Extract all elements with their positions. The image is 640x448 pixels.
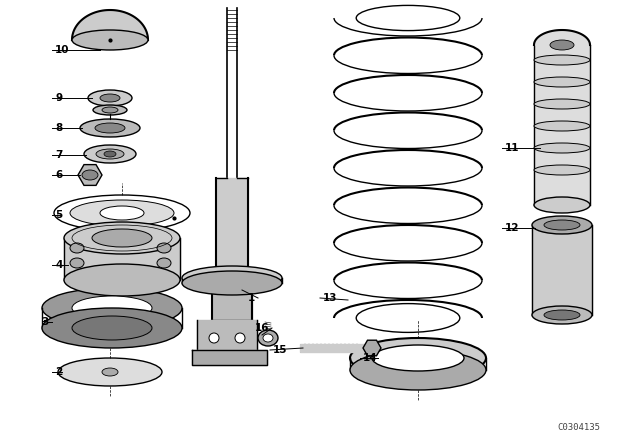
Ellipse shape [42, 288, 182, 328]
Ellipse shape [42, 308, 182, 348]
Ellipse shape [92, 229, 152, 247]
Ellipse shape [157, 243, 171, 253]
Ellipse shape [104, 151, 116, 157]
Text: 16: 16 [255, 323, 269, 333]
Ellipse shape [544, 310, 580, 320]
Ellipse shape [258, 330, 278, 346]
Polygon shape [72, 10, 148, 40]
Ellipse shape [157, 258, 171, 268]
Ellipse shape [84, 145, 136, 163]
Ellipse shape [534, 165, 590, 175]
Ellipse shape [350, 350, 486, 390]
Text: 15: 15 [273, 345, 287, 355]
Ellipse shape [544, 220, 580, 230]
Text: 9: 9 [55, 93, 62, 103]
Polygon shape [197, 320, 257, 355]
Ellipse shape [96, 149, 124, 159]
Ellipse shape [102, 107, 118, 113]
Ellipse shape [550, 40, 574, 50]
Ellipse shape [534, 99, 590, 109]
Ellipse shape [72, 30, 148, 50]
Text: 3: 3 [42, 317, 49, 327]
Ellipse shape [70, 200, 174, 226]
Text: 8: 8 [55, 123, 62, 133]
Text: 11: 11 [505, 143, 520, 153]
Ellipse shape [534, 77, 590, 87]
Ellipse shape [88, 90, 132, 106]
Ellipse shape [209, 333, 219, 343]
Ellipse shape [93, 105, 127, 115]
Ellipse shape [182, 271, 282, 295]
Ellipse shape [532, 306, 592, 324]
Polygon shape [64, 238, 180, 280]
Ellipse shape [102, 368, 118, 376]
Polygon shape [532, 225, 592, 315]
Polygon shape [534, 45, 590, 205]
Polygon shape [534, 30, 590, 45]
Polygon shape [216, 178, 248, 278]
Text: 4: 4 [55, 260, 62, 270]
Ellipse shape [182, 266, 282, 290]
Ellipse shape [534, 143, 590, 153]
Ellipse shape [534, 121, 590, 131]
Text: 10: 10 [55, 45, 70, 55]
Ellipse shape [64, 222, 180, 254]
Ellipse shape [70, 243, 84, 253]
Text: 14: 14 [363, 353, 378, 363]
Ellipse shape [54, 195, 190, 231]
Ellipse shape [72, 316, 152, 340]
Ellipse shape [80, 119, 140, 137]
Text: 6: 6 [55, 170, 62, 180]
Text: C0304135: C0304135 [557, 423, 600, 432]
Text: 7: 7 [55, 150, 62, 160]
Ellipse shape [64, 264, 180, 296]
Ellipse shape [82, 170, 98, 180]
Text: 12: 12 [505, 223, 520, 233]
Ellipse shape [70, 258, 84, 268]
Ellipse shape [534, 55, 590, 65]
Ellipse shape [532, 216, 592, 234]
Polygon shape [300, 344, 365, 352]
Text: 13: 13 [323, 293, 337, 303]
Ellipse shape [263, 334, 273, 342]
Ellipse shape [95, 123, 125, 133]
Ellipse shape [534, 197, 590, 213]
Ellipse shape [350, 338, 486, 378]
Ellipse shape [100, 206, 144, 220]
Polygon shape [192, 350, 267, 365]
Ellipse shape [372, 345, 464, 371]
Ellipse shape [100, 94, 120, 102]
Ellipse shape [235, 333, 245, 343]
Text: 5: 5 [55, 210, 62, 220]
Polygon shape [212, 283, 252, 320]
Text: 1: 1 [248, 293, 255, 303]
Ellipse shape [72, 296, 152, 320]
Ellipse shape [58, 358, 162, 386]
Text: 2: 2 [55, 367, 62, 377]
